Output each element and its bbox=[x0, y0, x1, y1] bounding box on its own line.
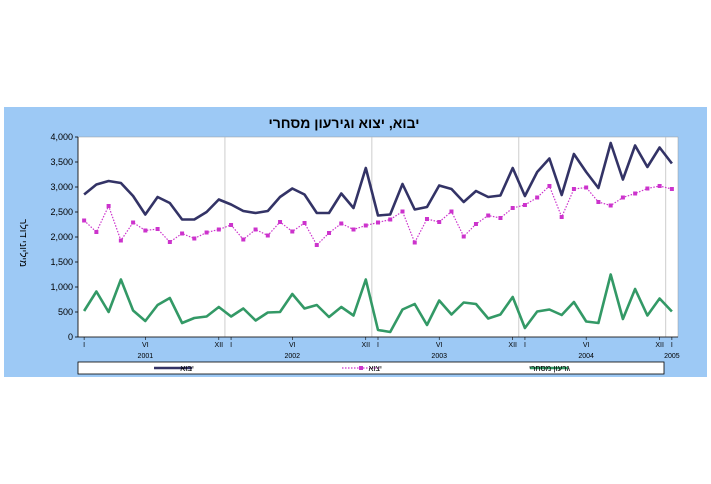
x-month-label: VI bbox=[583, 342, 590, 349]
series-marker-1 bbox=[388, 217, 393, 222]
x-year-label: 2005 bbox=[664, 353, 680, 360]
chart-title: יבוא, יצוא וגירעון מסחרי bbox=[269, 115, 420, 131]
y-tick-label: 4,000 bbox=[50, 132, 73, 142]
series-marker-1 bbox=[657, 184, 662, 188]
y-tick-label: 3,000 bbox=[50, 182, 73, 192]
series-marker-1 bbox=[253, 227, 258, 232]
series-marker-1 bbox=[302, 221, 307, 225]
legend-box bbox=[77, 361, 665, 375]
series-marker-1 bbox=[265, 233, 270, 238]
series-marker-1 bbox=[106, 204, 111, 208]
series-marker-1 bbox=[339, 221, 344, 226]
series-marker-1 bbox=[449, 209, 454, 214]
series-marker-1 bbox=[571, 187, 576, 191]
series-marker-1 bbox=[461, 234, 466, 239]
series-line-0 bbox=[83, 141, 673, 221]
x-year-label: 2002 bbox=[284, 353, 300, 360]
x-month-label: I bbox=[83, 342, 85, 349]
series-marker-1 bbox=[82, 218, 87, 223]
x-month-label: XII bbox=[655, 342, 664, 349]
x-month-label: XII bbox=[508, 342, 517, 349]
series-marker-1 bbox=[143, 228, 148, 233]
series-marker-1 bbox=[241, 237, 246, 242]
series-marker-1 bbox=[192, 236, 197, 241]
series-marker-1 bbox=[498, 216, 503, 220]
chart-svg: יבוא, יצוא וגירעון מסחרי 0 500 1,000 1,500 2… bbox=[17, 115, 680, 375]
series-marker-1 bbox=[167, 240, 172, 244]
chart-frame: יבוא, יצוא וגירעון מסחרי 0 500 1,000 1,500 2… bbox=[4, 107, 707, 377]
series-marker-1 bbox=[94, 230, 99, 234]
series-marker-1 bbox=[473, 222, 478, 226]
series-marker-1 bbox=[584, 185, 589, 190]
series-marker-1 bbox=[412, 240, 417, 245]
series-marker-1 bbox=[522, 203, 527, 207]
series-marker-1 bbox=[596, 200, 601, 204]
series-marker-1 bbox=[547, 184, 552, 188]
series-marker-1 bbox=[363, 223, 368, 228]
series-marker-1 bbox=[216, 227, 221, 232]
series-marker-1 bbox=[424, 217, 429, 221]
series-marker-1 bbox=[645, 186, 650, 191]
series-marker-1 bbox=[620, 195, 625, 200]
plot-area bbox=[77, 136, 679, 338]
x-month-label: I bbox=[377, 342, 379, 349]
series-marker-1 bbox=[155, 227, 160, 231]
series-line-2 bbox=[83, 273, 673, 334]
series-marker-1 bbox=[118, 238, 123, 243]
x-month-label: VI bbox=[436, 342, 443, 349]
x-month-label: XII bbox=[215, 342, 224, 349]
series-marker-1 bbox=[314, 243, 319, 247]
y-tick-label: 0 bbox=[68, 332, 73, 342]
legend-marker-1 bbox=[359, 366, 363, 370]
series-marker-1 bbox=[535, 195, 540, 200]
series-marker-1 bbox=[559, 215, 564, 219]
x-year-label: 2003 bbox=[431, 353, 447, 360]
y-axis: 0 500 1,000 1,500 2,000 2,500 3,000 3,500 4,000 bbox=[50, 132, 79, 342]
x-year-label: 2004 bbox=[578, 353, 594, 360]
x-month-label: I bbox=[524, 342, 526, 349]
x-month-label: I bbox=[671, 342, 673, 349]
y-tick-label: 2,500 bbox=[50, 207, 73, 217]
y-axis-title: מיליוני דולר bbox=[17, 219, 29, 267]
x-year-label: 2001 bbox=[138, 353, 154, 360]
series-marker-1 bbox=[180, 231, 185, 236]
x-month-label: I bbox=[230, 342, 232, 349]
series-marker-1 bbox=[633, 191, 638, 196]
series-marker-1 bbox=[510, 206, 515, 210]
series-marker-1 bbox=[669, 187, 674, 191]
legend-label-1: יצוא bbox=[368, 364, 382, 373]
y-tick-label: 2,000 bbox=[50, 232, 73, 242]
series-marker-1 bbox=[290, 229, 295, 234]
series-marker-1 bbox=[229, 223, 234, 227]
y-tick-label: 1,000 bbox=[50, 282, 73, 292]
legend: יבוא יצוא גרעון מסחרי bbox=[77, 361, 665, 375]
series-marker-1 bbox=[204, 230, 209, 235]
y-tick-label: 3,500 bbox=[50, 157, 73, 167]
legend-label-2: גרעון מסחרי bbox=[529, 364, 571, 373]
series-layer bbox=[82, 141, 674, 334]
series-marker-1 bbox=[131, 220, 136, 225]
legend-label-0: יבוא bbox=[180, 364, 194, 373]
series-marker-1 bbox=[278, 220, 283, 224]
x-month-label: VI bbox=[289, 342, 296, 349]
y-tick-label: 1,500 bbox=[50, 257, 73, 267]
series-marker-1 bbox=[351, 227, 356, 232]
series-marker-1 bbox=[486, 213, 491, 218]
series-marker-1 bbox=[437, 220, 442, 224]
series-marker-1 bbox=[327, 231, 332, 235]
x-month-label: VI bbox=[142, 342, 149, 349]
series-marker-1 bbox=[400, 209, 405, 214]
y-tick-label: 500 bbox=[58, 307, 73, 317]
x-axis: I VI XII I VI XII I VI XII I VI XII I 2001 2002 2003 200… bbox=[78, 336, 680, 360]
series-marker-1 bbox=[608, 203, 613, 208]
x-month-label: XII bbox=[361, 342, 370, 349]
series-marker-1 bbox=[376, 220, 380, 225]
